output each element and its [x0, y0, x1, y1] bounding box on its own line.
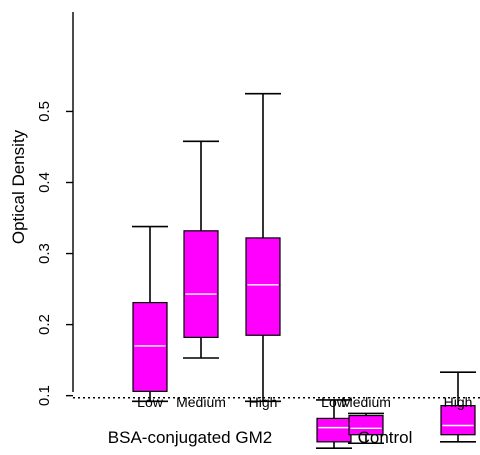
iqr-box	[132, 301, 168, 392]
box-medium	[348, 412, 384, 445]
y-axis: 0.1 0.2 0.3 0.4 0.5 Optical Density	[9, 12, 74, 406]
category-label: Medium	[341, 394, 391, 410]
iqr-box	[183, 230, 219, 338]
group-label: Control	[358, 428, 413, 447]
iqr-box	[440, 404, 476, 436]
y-tick-label: 0.1	[36, 385, 53, 406]
box-low	[132, 225, 168, 403]
category-label: Low	[137, 394, 164, 410]
category-label: Medium	[176, 394, 226, 410]
y-tick-label: 0.2	[36, 314, 53, 335]
box-high	[440, 371, 476, 443]
iqr-box	[245, 237, 281, 336]
y-tick-label: 0.5	[36, 101, 53, 122]
group-label: BSA-conjugated GM2	[108, 428, 272, 447]
box-medium	[183, 140, 219, 359]
y-tick-label: 0.3	[36, 243, 53, 264]
category-label: High	[444, 394, 473, 410]
y-tick-label: 0.4	[36, 172, 53, 193]
iqr-box	[348, 414, 384, 436]
box-high	[245, 92, 281, 403]
box-low	[316, 399, 352, 450]
category-label: Low	[321, 394, 348, 410]
boxes-group	[132, 92, 476, 450]
y-axis-label: Optical Density	[9, 129, 28, 244]
category-label: High	[249, 394, 278, 410]
iqr-box	[316, 417, 352, 443]
